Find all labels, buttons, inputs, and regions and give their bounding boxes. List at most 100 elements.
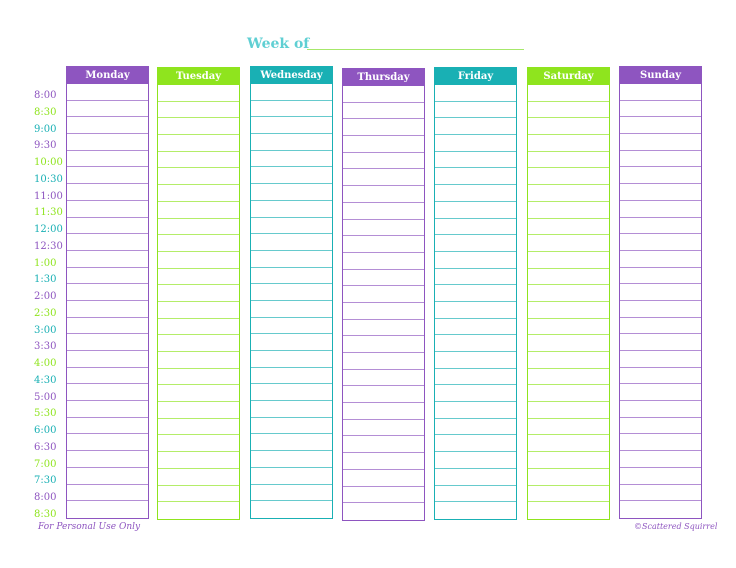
time-slot[interactable] xyxy=(251,268,332,285)
time-slot[interactable] xyxy=(251,134,332,151)
time-slot[interactable] xyxy=(158,168,239,186)
time-slot[interactable] xyxy=(343,103,424,120)
time-slot[interactable] xyxy=(528,402,609,419)
time-slot[interactable] xyxy=(67,384,148,402)
time-slot[interactable] xyxy=(251,184,332,201)
time-slot[interactable] xyxy=(251,318,332,335)
time-slot[interactable] xyxy=(528,419,609,436)
time-slot[interactable] xyxy=(343,503,424,520)
time-slot[interactable] xyxy=(435,452,516,469)
time-slot[interactable] xyxy=(158,486,239,503)
time-slot[interactable] xyxy=(158,185,239,202)
time-slot[interactable] xyxy=(67,501,148,518)
time-slot[interactable] xyxy=(620,401,701,418)
time-slot[interactable] xyxy=(158,502,239,519)
time-slot[interactable] xyxy=(528,168,609,186)
time-slot[interactable] xyxy=(67,401,148,418)
time-slot[interactable] xyxy=(528,502,609,519)
time-slot[interactable] xyxy=(251,301,332,318)
time-slot[interactable] xyxy=(251,401,332,418)
time-slot[interactable] xyxy=(67,451,148,468)
time-slot[interactable] xyxy=(435,85,516,102)
time-slot[interactable] xyxy=(67,117,148,135)
time-slot[interactable] xyxy=(158,85,239,102)
time-slot[interactable] xyxy=(528,469,609,486)
time-slot[interactable] xyxy=(251,251,332,268)
time-slot[interactable] xyxy=(435,469,516,486)
time-slot[interactable] xyxy=(528,185,609,202)
time-slot[interactable] xyxy=(251,485,332,502)
time-slot[interactable] xyxy=(528,352,609,369)
time-slot[interactable] xyxy=(435,502,516,519)
time-slot[interactable] xyxy=(435,102,516,119)
time-slot[interactable] xyxy=(528,118,609,136)
time-slot[interactable] xyxy=(343,353,424,370)
time-slot[interactable] xyxy=(158,402,239,419)
time-slot[interactable] xyxy=(158,219,239,236)
time-slot[interactable] xyxy=(620,351,701,368)
time-slot[interactable] xyxy=(343,436,424,454)
time-slot[interactable] xyxy=(251,501,332,518)
time-slot[interactable] xyxy=(251,368,332,385)
time-slot[interactable] xyxy=(67,301,148,318)
time-slot[interactable] xyxy=(620,101,701,118)
time-slot[interactable] xyxy=(435,252,516,269)
time-slot[interactable] xyxy=(251,84,332,101)
time-slot[interactable] xyxy=(343,370,424,387)
time-slot[interactable] xyxy=(67,84,148,101)
time-slot[interactable] xyxy=(620,218,701,235)
time-slot[interactable] xyxy=(67,101,148,118)
time-slot[interactable] xyxy=(67,318,148,335)
time-slot[interactable] xyxy=(67,351,148,368)
time-slot[interactable] xyxy=(528,85,609,102)
time-slot[interactable] xyxy=(620,451,701,468)
time-slot[interactable] xyxy=(158,419,239,436)
time-slot[interactable] xyxy=(528,102,609,119)
time-slot[interactable] xyxy=(620,334,701,351)
time-slot[interactable] xyxy=(620,251,701,268)
time-slot[interactable] xyxy=(343,169,424,187)
time-slot[interactable] xyxy=(435,369,516,386)
time-slot[interactable] xyxy=(158,235,239,252)
time-slot[interactable] xyxy=(435,235,516,252)
time-slot[interactable] xyxy=(158,302,239,319)
time-slot[interactable] xyxy=(620,84,701,101)
time-slot[interactable] xyxy=(67,184,148,201)
time-slot[interactable] xyxy=(343,186,424,203)
time-slot[interactable] xyxy=(435,168,516,186)
time-slot[interactable] xyxy=(528,269,609,286)
time-slot[interactable] xyxy=(251,167,332,185)
time-slot[interactable] xyxy=(343,487,424,504)
time-slot[interactable] xyxy=(158,352,239,369)
time-slot[interactable] xyxy=(435,435,516,453)
time-slot[interactable] xyxy=(528,452,609,469)
time-slot[interactable] xyxy=(251,451,332,468)
time-slot[interactable] xyxy=(435,118,516,136)
time-slot[interactable] xyxy=(67,284,148,301)
time-slot[interactable] xyxy=(528,285,609,302)
time-slot[interactable] xyxy=(528,235,609,252)
time-slot[interactable] xyxy=(528,135,609,152)
time-slot[interactable] xyxy=(67,134,148,151)
time-slot[interactable] xyxy=(158,102,239,119)
time-slot[interactable] xyxy=(620,384,701,402)
time-slot[interactable] xyxy=(251,284,332,301)
time-slot[interactable] xyxy=(528,302,609,319)
time-slot[interactable] xyxy=(158,118,239,136)
time-slot[interactable] xyxy=(67,268,148,285)
time-slot[interactable] xyxy=(67,468,148,485)
time-slot[interactable] xyxy=(620,318,701,335)
time-slot[interactable] xyxy=(251,234,332,251)
time-slot[interactable] xyxy=(435,185,516,202)
time-slot[interactable] xyxy=(158,135,239,152)
time-slot[interactable] xyxy=(67,167,148,185)
time-slot[interactable] xyxy=(435,135,516,152)
time-slot[interactable] xyxy=(620,301,701,318)
time-slot[interactable] xyxy=(67,334,148,351)
time-slot[interactable] xyxy=(528,435,609,453)
time-slot[interactable] xyxy=(158,202,239,219)
time-slot[interactable] xyxy=(343,286,424,303)
time-slot[interactable] xyxy=(158,152,239,169)
time-slot[interactable] xyxy=(251,101,332,118)
time-slot[interactable] xyxy=(343,336,424,353)
